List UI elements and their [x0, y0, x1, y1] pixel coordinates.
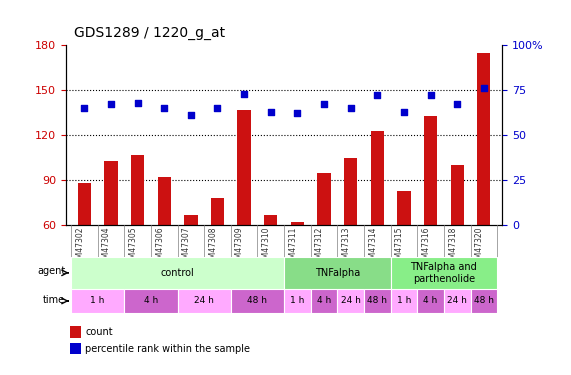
Point	[319, 101, 328, 107]
Text: 1 h: 1 h	[90, 296, 105, 305]
Point	[160, 105, 169, 111]
Bar	[211, 198, 224, 225]
Bar	[477, 53, 490, 225]
Text: control: control	[160, 268, 194, 278]
Bar	[397, 190, 411, 225]
Text: 48 h: 48 h	[367, 296, 387, 305]
Text: 4 h: 4 h	[424, 296, 438, 305]
Point	[80, 105, 89, 111]
Text: 1 h: 1 h	[397, 296, 411, 305]
Bar	[70, 326, 81, 338]
Bar	[451, 165, 464, 225]
Text: 1 h: 1 h	[290, 296, 304, 305]
Bar	[131, 154, 144, 225]
Text: count: count	[85, 327, 113, 337]
Bar	[158, 177, 171, 225]
Text: GSM47304: GSM47304	[102, 226, 111, 268]
Text: GSM47302: GSM47302	[75, 226, 85, 268]
Text: 24 h: 24 h	[194, 296, 214, 305]
Text: time: time	[43, 295, 65, 305]
Text: TNFalpha: TNFalpha	[315, 268, 360, 278]
Bar	[317, 172, 331, 225]
Text: 48 h: 48 h	[474, 296, 494, 305]
Text: GSM47305: GSM47305	[128, 226, 138, 268]
Text: 48 h: 48 h	[247, 296, 267, 305]
Bar	[424, 116, 437, 225]
Bar	[471, 289, 497, 313]
Bar	[238, 110, 251, 225]
Bar	[337, 289, 364, 313]
Text: GSM47315: GSM47315	[395, 226, 404, 268]
Text: TNFalpha and
parthenolide: TNFalpha and parthenolide	[411, 262, 477, 284]
Text: GSM47316: GSM47316	[421, 226, 431, 268]
Bar	[78, 183, 91, 225]
Bar	[391, 257, 497, 289]
Text: GSM47306: GSM47306	[155, 226, 164, 268]
Bar	[391, 289, 417, 313]
Text: GDS1289 / 1220_g_at: GDS1289 / 1220_g_at	[74, 26, 226, 40]
Text: percentile rank within the sample: percentile rank within the sample	[85, 344, 250, 354]
Text: GSM47311: GSM47311	[288, 226, 297, 268]
Bar	[264, 214, 278, 225]
Point	[266, 109, 275, 115]
Point	[106, 101, 115, 107]
Text: 24 h: 24 h	[447, 296, 467, 305]
Text: GSM47312: GSM47312	[315, 226, 324, 268]
Point	[426, 92, 435, 98]
Text: GSM47320: GSM47320	[475, 226, 484, 268]
Text: GSM47307: GSM47307	[182, 226, 191, 268]
Point	[346, 105, 355, 111]
Bar	[311, 289, 337, 313]
Bar	[184, 214, 198, 225]
Text: 4 h: 4 h	[144, 296, 158, 305]
Point	[479, 85, 488, 91]
Bar	[291, 222, 304, 225]
Bar	[284, 257, 391, 289]
Bar	[178, 289, 231, 313]
Point	[133, 100, 142, 106]
Bar	[371, 130, 384, 225]
Text: GSM47318: GSM47318	[448, 226, 457, 268]
Point	[453, 101, 462, 107]
Text: GSM47308: GSM47308	[208, 226, 218, 268]
Bar	[417, 289, 444, 313]
Point	[186, 112, 195, 118]
Text: agent: agent	[37, 266, 65, 276]
Bar	[344, 158, 357, 225]
Point	[240, 91, 249, 97]
Bar	[104, 160, 118, 225]
Point	[213, 105, 222, 111]
Text: GSM47314: GSM47314	[368, 226, 377, 268]
Text: 4 h: 4 h	[317, 296, 331, 305]
Point	[373, 92, 382, 98]
Bar	[124, 289, 178, 313]
Bar	[71, 289, 124, 313]
Bar	[71, 257, 284, 289]
Bar	[231, 289, 284, 313]
Point	[293, 110, 302, 116]
Text: 24 h: 24 h	[341, 296, 361, 305]
Text: GSM47309: GSM47309	[235, 226, 244, 268]
Text: GSM47313: GSM47313	[341, 226, 351, 268]
Bar	[70, 343, 81, 354]
Bar	[364, 289, 391, 313]
Bar	[284, 289, 311, 313]
Point	[399, 109, 408, 115]
Bar	[444, 289, 471, 313]
Text: GSM47310: GSM47310	[262, 226, 271, 268]
